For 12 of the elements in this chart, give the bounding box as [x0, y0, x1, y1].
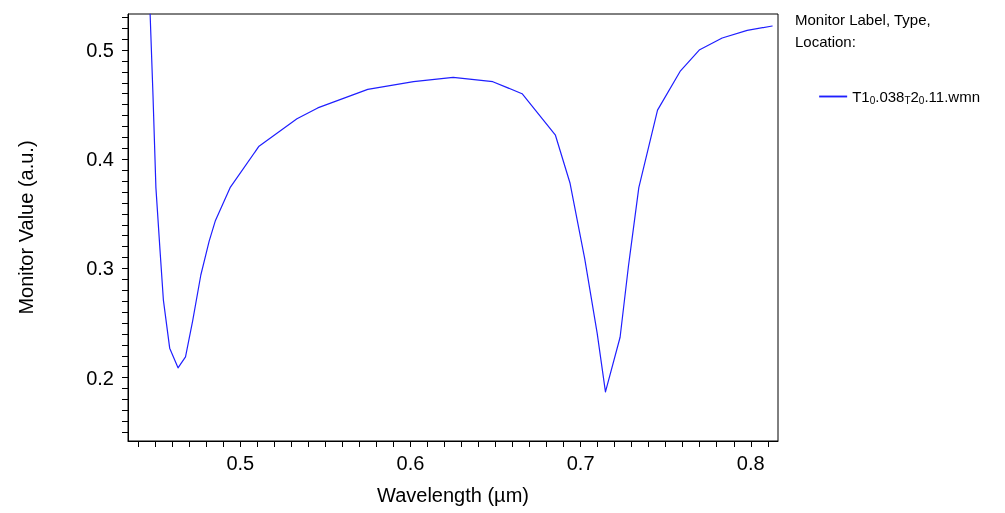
line-series [149, 13, 773, 393]
x-tick-label: 0.5 [226, 452, 255, 474]
y-tick-label: 0.5 [86, 39, 114, 62]
x-tick-label: 0.7 [566, 452, 595, 474]
y-axis-title: Monitor Value (a.u.) [15, 140, 37, 315]
x-axis-title: Wavelength (µm) [377, 484, 529, 506]
x-tick-label: 0.6 [396, 452, 425, 474]
y-tick-label: 0.4 [86, 148, 114, 171]
x-tick-label: 0.8 [736, 452, 765, 474]
y-tick-label: 0.2 [86, 366, 114, 389]
legend-title: Monitor Label, Type, Location: [795, 10, 935, 50]
y-tick-label: 0.3 [86, 257, 114, 280]
